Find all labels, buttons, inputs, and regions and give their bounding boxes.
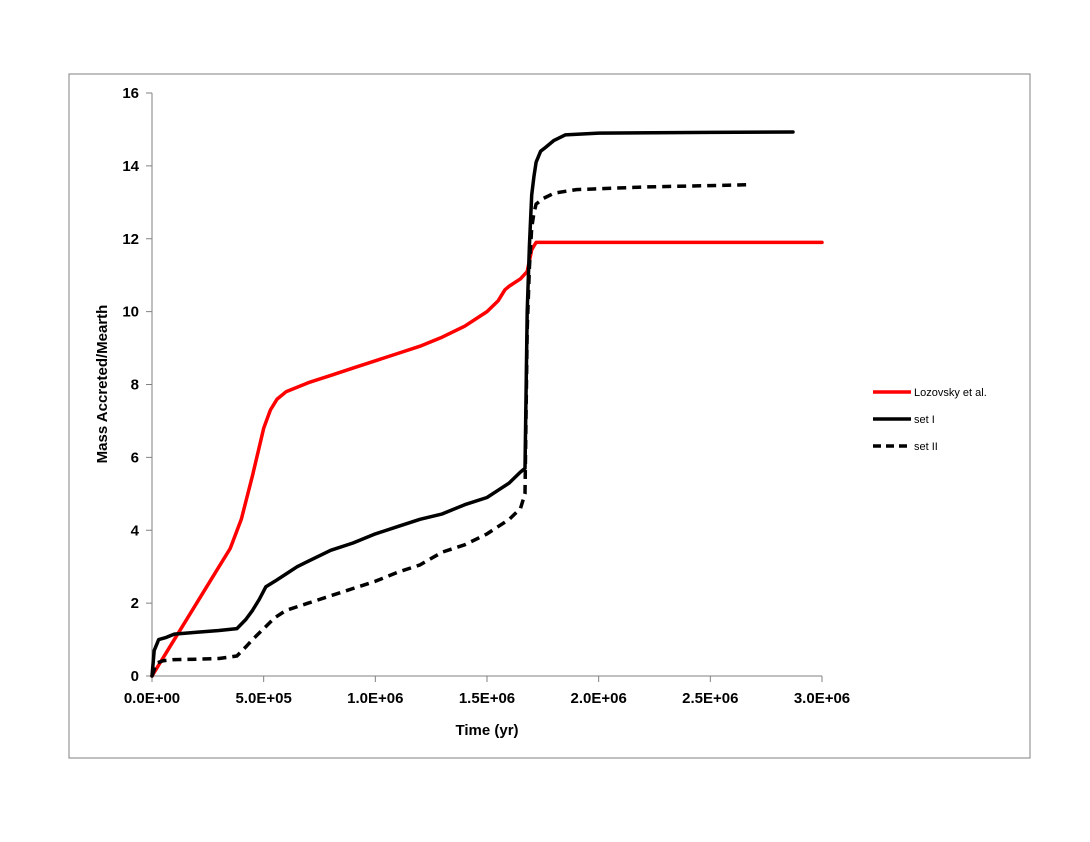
y-tick-label: 10 [122,304,139,321]
x-tick-label: 2.0E+06 [571,690,627,707]
plot-area: 0 2 4 6 8 10 12 14 16 0.0E+00 5.0E+05 1.0E+06 1.5E+… [122,85,850,707]
x-tick-label: 1.5E+06 [459,690,515,707]
legend-label: set II [914,441,938,453]
y-tick-label: 12 [122,231,139,248]
legend-label: set I [914,414,935,426]
y-tick-label: 2 [131,595,139,612]
y-tick-label: 8 [131,377,139,394]
y-tick-label: 4 [131,522,140,539]
series-lines [150,130,824,678]
legend: Lozovsky et al. set I set II [873,387,987,453]
legend-item: set I [873,414,935,426]
y-tick-label: 6 [131,449,139,466]
x-axis-title: Time (yr) [455,722,518,739]
series-line-set-ii [150,183,747,677]
legend-label: Lozovsky et al. [914,387,987,399]
y-tick-label: 14 [122,158,139,175]
y-axis-title: Mass Accreted/Mearth [94,305,111,464]
x-tick-label: 2.5E+06 [682,690,738,707]
y-tick-label: 0 [131,668,139,685]
series-line-set-i [150,130,795,678]
x-tick-label: 3.0E+06 [794,690,850,707]
legend-item: Lozovsky et al. [873,387,987,399]
legend-item: set II [873,441,938,453]
x-tick-label: 1.0E+06 [347,690,403,707]
x-tick-label: 5.0E+05 [236,690,292,707]
y-axis-ticks: 0 2 4 6 8 10 12 14 16 [122,85,152,685]
y-tick-label: 16 [122,85,139,102]
chart-frame [68,73,1031,759]
x-tick-label: 0.0E+00 [124,690,180,707]
x-axis-ticks: 0.0E+00 5.0E+05 1.0E+06 1.5E+06 2.0E+06 2.5E+… [124,676,850,707]
